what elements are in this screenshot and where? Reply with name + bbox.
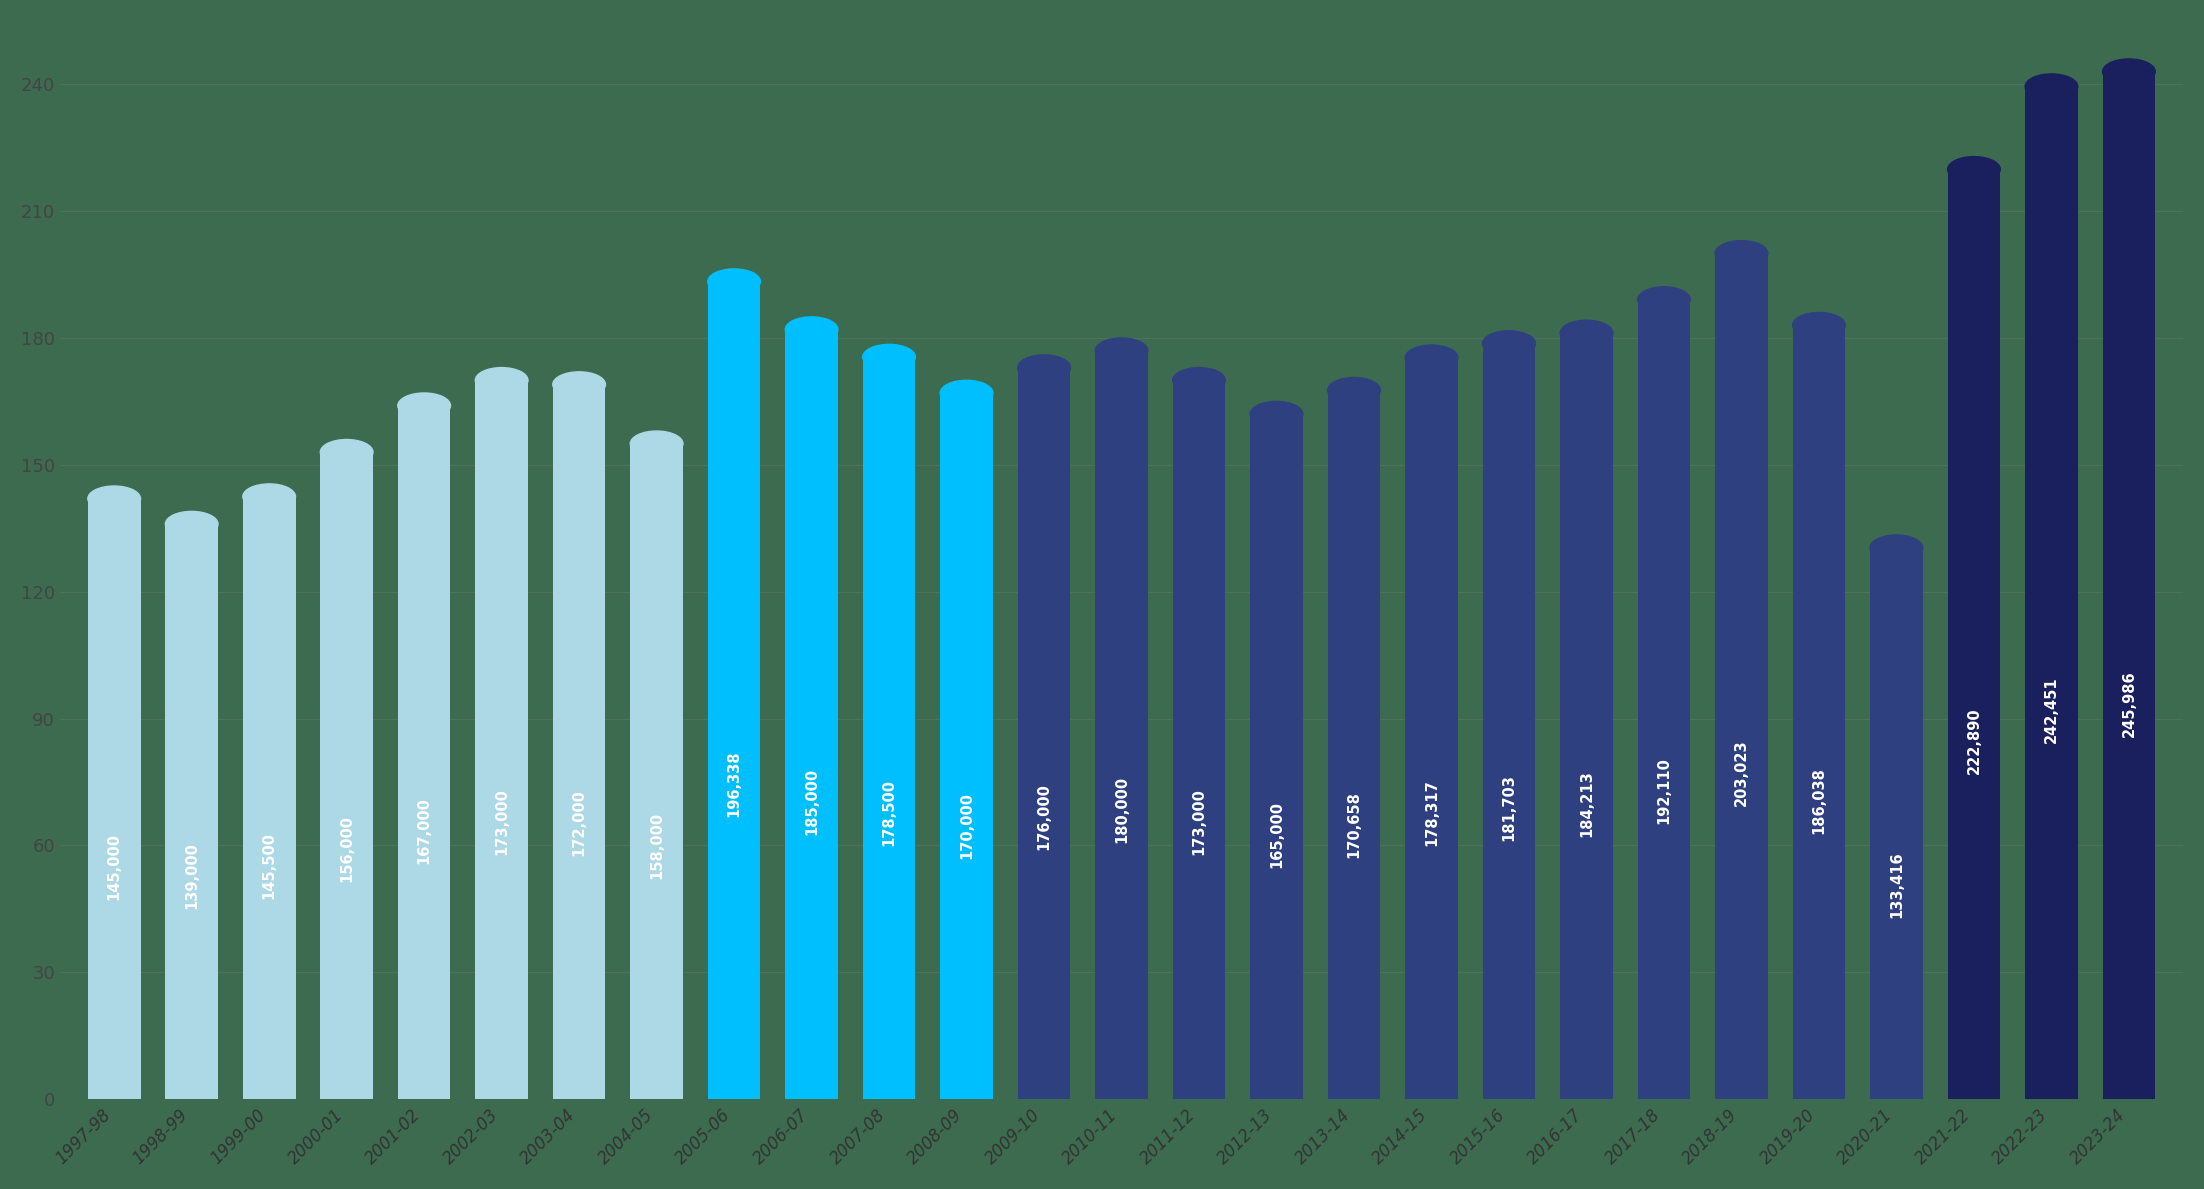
Ellipse shape <box>320 440 372 465</box>
Ellipse shape <box>1560 320 1613 346</box>
Ellipse shape <box>242 484 295 509</box>
Ellipse shape <box>630 432 683 457</box>
Bar <box>1327 390 1380 1099</box>
Ellipse shape <box>1483 331 1536 357</box>
Bar <box>941 394 994 1099</box>
Text: 196,338: 196,338 <box>727 750 741 817</box>
Ellipse shape <box>1948 157 2001 182</box>
Ellipse shape <box>1018 354 1071 380</box>
Ellipse shape <box>1871 535 1922 560</box>
Ellipse shape <box>553 372 606 397</box>
Text: 170,000: 170,000 <box>959 793 974 860</box>
Text: 178,317: 178,317 <box>1424 779 1439 847</box>
Bar <box>476 380 529 1099</box>
Ellipse shape <box>1327 377 1380 403</box>
Bar <box>553 384 606 1099</box>
Bar <box>1018 367 1071 1099</box>
Text: 192,110: 192,110 <box>1657 757 1671 824</box>
Text: 145,500: 145,500 <box>262 832 278 899</box>
Bar <box>2103 71 2156 1099</box>
Text: 158,000: 158,000 <box>650 812 663 879</box>
Ellipse shape <box>941 380 994 405</box>
Ellipse shape <box>862 345 915 370</box>
Bar <box>1483 344 1536 1099</box>
Bar <box>785 329 838 1099</box>
Text: 176,000: 176,000 <box>1036 782 1051 850</box>
Text: 178,500: 178,500 <box>882 779 897 845</box>
Ellipse shape <box>2025 74 2078 99</box>
Text: 173,000: 173,000 <box>494 788 509 855</box>
Bar <box>1250 414 1303 1099</box>
Bar <box>630 443 683 1099</box>
Bar <box>1173 380 1225 1099</box>
Text: 167,000: 167,000 <box>417 798 432 864</box>
Bar <box>1560 333 1613 1099</box>
Ellipse shape <box>1715 240 1768 266</box>
Text: 181,703: 181,703 <box>1501 774 1516 841</box>
Text: 245,986: 245,986 <box>2122 671 2136 737</box>
Ellipse shape <box>2103 59 2156 84</box>
Ellipse shape <box>476 367 529 394</box>
Bar <box>1095 351 1148 1099</box>
Bar <box>1638 300 1690 1099</box>
Ellipse shape <box>1250 402 1303 427</box>
Text: 156,000: 156,000 <box>339 814 355 882</box>
Bar <box>1715 253 1768 1099</box>
Bar <box>88 498 141 1099</box>
Text: 203,023: 203,023 <box>1735 740 1750 806</box>
Text: 172,000: 172,000 <box>571 789 586 856</box>
Ellipse shape <box>1095 338 1148 364</box>
Bar <box>242 497 295 1099</box>
Bar <box>2025 87 2078 1099</box>
Text: 184,213: 184,213 <box>1578 769 1593 837</box>
Text: 133,416: 133,416 <box>1889 851 1904 918</box>
Ellipse shape <box>397 394 450 419</box>
Bar <box>1792 325 1845 1099</box>
Text: 242,451: 242,451 <box>2043 677 2059 743</box>
Bar <box>320 452 372 1099</box>
Bar <box>165 524 218 1099</box>
Ellipse shape <box>165 511 218 536</box>
Text: 180,000: 180,000 <box>1113 776 1128 843</box>
Text: 185,000: 185,000 <box>804 768 820 836</box>
Bar <box>862 357 915 1099</box>
Ellipse shape <box>1638 287 1690 313</box>
Text: 170,658: 170,658 <box>1347 792 1362 858</box>
Bar <box>397 405 450 1099</box>
Text: 173,000: 173,000 <box>1192 788 1206 855</box>
Text: 186,038: 186,038 <box>1812 767 1827 833</box>
Text: 145,000: 145,000 <box>106 832 121 900</box>
Bar <box>1948 169 2001 1099</box>
Ellipse shape <box>785 316 838 342</box>
Text: 222,890: 222,890 <box>1966 707 1981 774</box>
Bar <box>1406 358 1457 1099</box>
Ellipse shape <box>1406 345 1457 371</box>
Bar <box>707 282 760 1099</box>
Ellipse shape <box>707 269 760 294</box>
Ellipse shape <box>1173 367 1225 394</box>
Text: 165,000: 165,000 <box>1270 800 1285 868</box>
Ellipse shape <box>1792 313 1845 338</box>
Ellipse shape <box>88 486 141 511</box>
Bar <box>1871 548 1922 1099</box>
Text: 139,000: 139,000 <box>185 842 198 910</box>
